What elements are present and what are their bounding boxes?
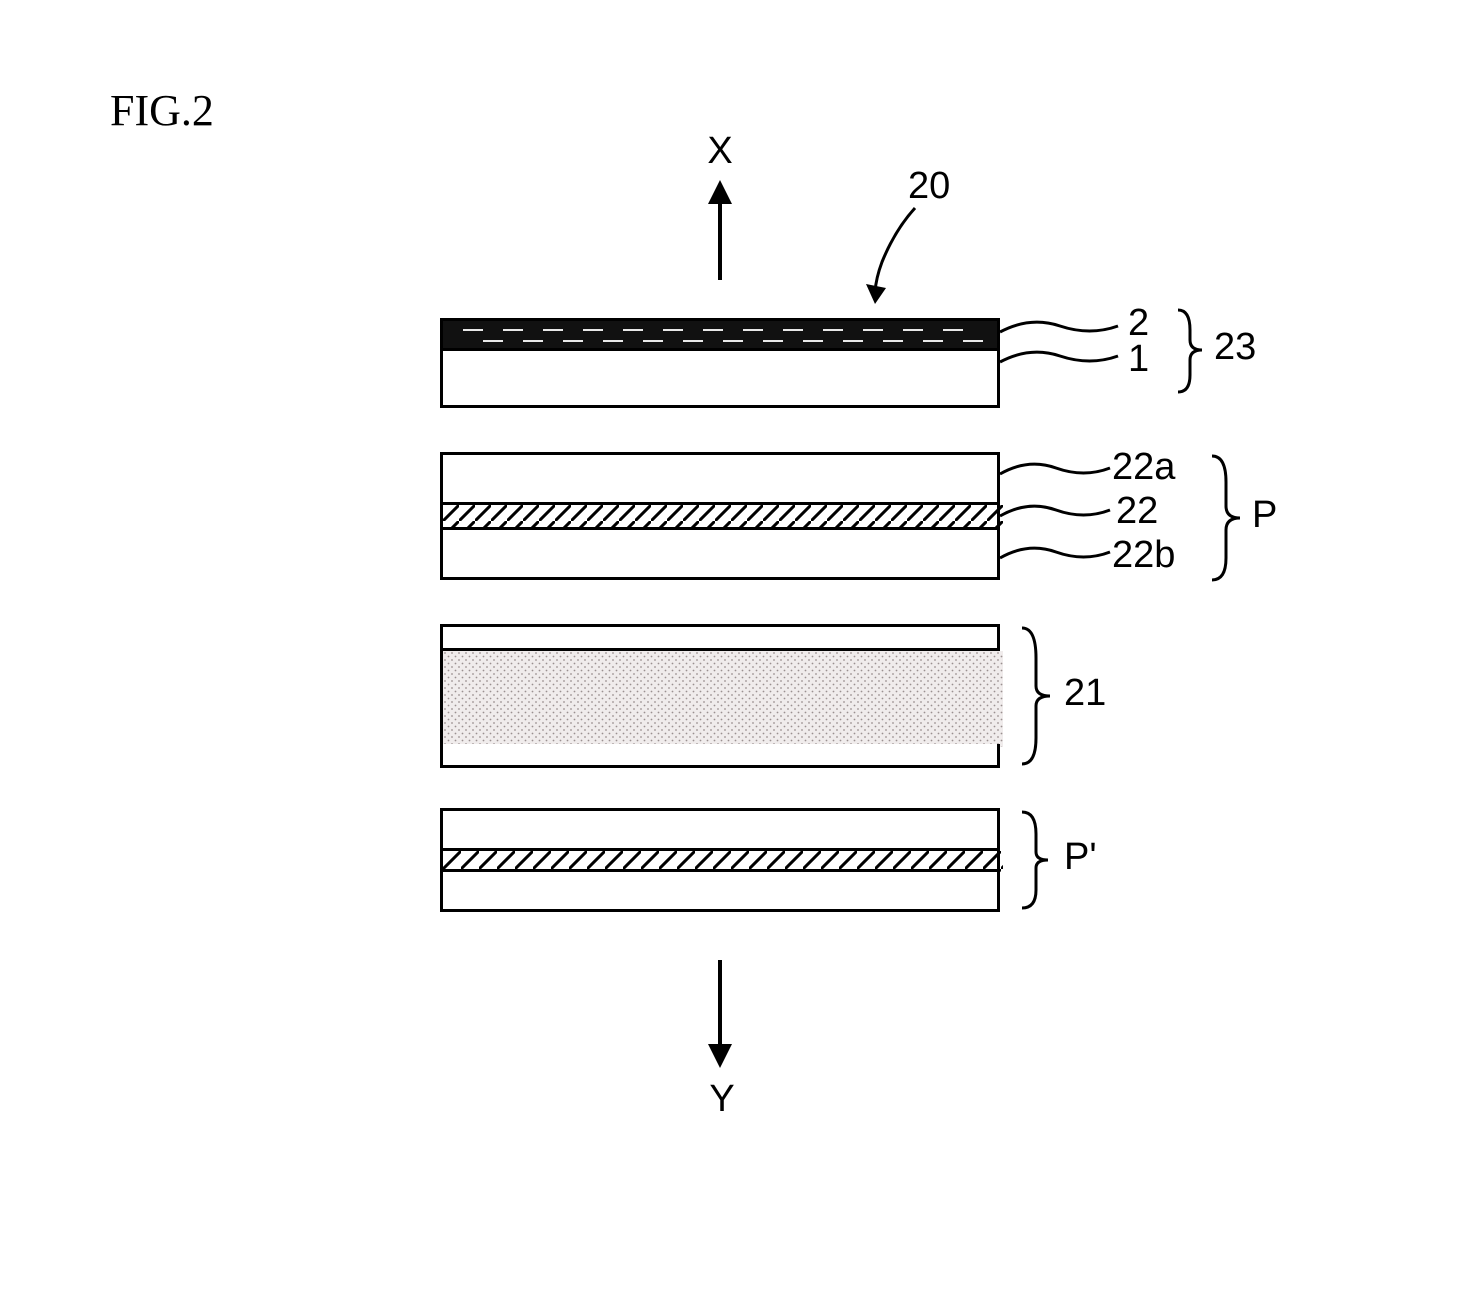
brace-Pprime <box>1012 804 1062 916</box>
axis-arrow-down <box>700 960 740 1070</box>
figure-stage: FIG.2 X 20 <box>0 0 1472 1315</box>
label-22b: 22b <box>1112 534 1175 577</box>
layer-Pp-bottom <box>440 872 1000 912</box>
assembly-arrow <box>840 200 960 310</box>
group-P <box>440 452 1000 580</box>
leader-22b <box>1000 544 1120 574</box>
layer-22b <box>440 530 1000 580</box>
layer-21-top <box>440 624 1000 648</box>
group-Pprime <box>440 808 1000 912</box>
leader-2 <box>1000 318 1130 348</box>
label-Pprime: P' <box>1064 836 1097 879</box>
label-P: P <box>1252 494 1277 537</box>
axis-label-x: X <box>700 130 740 173</box>
label-23: 23 <box>1214 326 1256 369</box>
figure-label: FIG.2 <box>110 85 214 136</box>
layer-21-mid <box>440 648 1000 744</box>
leader-22a <box>1000 460 1120 490</box>
axis-arrow-up <box>700 180 740 280</box>
layer-1 <box>440 348 1000 408</box>
label-1: 1 <box>1128 338 1149 381</box>
layer-Pp-mid <box>440 848 1000 872</box>
label-22: 22 <box>1116 490 1158 533</box>
label-22a: 22a <box>1112 446 1175 489</box>
layer-22a <box>440 452 1000 502</box>
label-21: 21 <box>1064 672 1106 715</box>
brace-21 <box>1012 620 1062 772</box>
axis-label-y: Y <box>702 1078 742 1121</box>
layer-2 <box>440 318 1000 348</box>
leader-1 <box>1000 348 1130 378</box>
leader-22 <box>1000 502 1120 532</box>
group-23 <box>440 318 1000 408</box>
layer-Pp-top <box>440 808 1000 848</box>
layer-21-bottom <box>440 744 1000 768</box>
layer-22 <box>440 502 1000 530</box>
brace-23 <box>1168 300 1218 400</box>
group-21 <box>440 624 1000 768</box>
brace-P <box>1202 448 1252 588</box>
